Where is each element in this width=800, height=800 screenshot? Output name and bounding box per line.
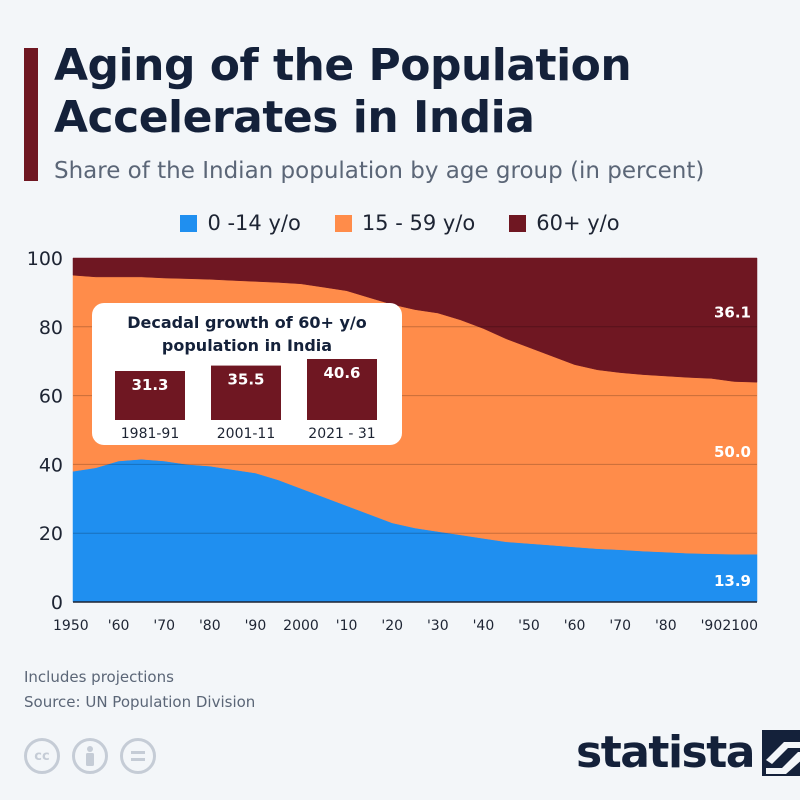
title-text: Aging of the Population Accelerates in I… bbox=[54, 40, 632, 143]
source-note: Source: UN Population Division bbox=[24, 693, 256, 711]
x-tick-label-5: 2000 bbox=[283, 618, 319, 634]
equals-icon bbox=[120, 738, 156, 774]
end-label-1: 50.0 bbox=[714, 443, 751, 461]
inset-bar-value-2: 40.6 bbox=[323, 364, 360, 382]
x-tick-label-13: '80 bbox=[655, 618, 677, 634]
x-tick-label-15: 2100 bbox=[722, 618, 758, 634]
inset-bar-1 bbox=[211, 365, 281, 420]
projection-note: Includes projections bbox=[24, 668, 174, 686]
legend-item-0-14: 0 -14 y/o bbox=[180, 208, 301, 238]
page-title: Aging of the Population Accelerates in I… bbox=[54, 40, 774, 144]
chart-legend: 0 -14 y/o 15 - 59 y/o 60+ y/o bbox=[0, 208, 800, 238]
x-tick-label-1: '60 bbox=[108, 618, 130, 634]
inset-bar-value-1: 35.5 bbox=[227, 371, 264, 389]
x-tick-label-8: '30 bbox=[427, 618, 449, 634]
inset-bar-label-2: 2021 - 31 bbox=[308, 426, 375, 442]
stacked-area-chart: 0 20 40 60 80 100 1950 '60 '70 '80 '90 2000 '10 '20 '3… bbox=[27, 248, 758, 634]
inset-title-line-1: Decadal growth of 60+ y/o bbox=[127, 313, 366, 332]
x-tick-label-7: '20 bbox=[381, 618, 403, 634]
legend-label-60-plus: 60+ y/o bbox=[536, 211, 620, 235]
brand-name: statista bbox=[576, 727, 755, 778]
person-icon bbox=[72, 738, 108, 774]
inset-title-line-2: population in India bbox=[162, 336, 332, 355]
y-tick-label-80: 80 bbox=[39, 317, 63, 339]
statista-mark-icon bbox=[761, 730, 800, 776]
x-tick-label-12: '70 bbox=[609, 618, 631, 634]
legend-label-0-14: 0 -14 y/o bbox=[207, 211, 301, 235]
legend-item-60-plus: 60+ y/o bbox=[509, 208, 620, 238]
page-subtitle: Share of the Indian population by age gr… bbox=[54, 158, 705, 184]
legend-label-15-59: 15 - 59 y/o bbox=[361, 211, 476, 235]
x-tick-label-6: '10 bbox=[336, 618, 358, 634]
end-label-2: 36.1 bbox=[714, 303, 751, 321]
legend-swatch-0-14 bbox=[180, 214, 198, 232]
cc-icon: cc bbox=[24, 738, 60, 774]
inset-bar-2 bbox=[307, 359, 377, 420]
x-tick-label-2: '70 bbox=[153, 618, 175, 634]
brand-logo: statista bbox=[576, 727, 800, 779]
y-tick-label-60: 60 bbox=[39, 386, 63, 408]
y-tick-label-0: 0 bbox=[51, 592, 63, 614]
y-tick-label-100: 100 bbox=[27, 248, 63, 270]
inset-bar-label-1: 2001-11 bbox=[217, 426, 276, 442]
inset-bar-label-0: 1981-91 bbox=[121, 426, 180, 442]
x-tick-label-11: '60 bbox=[564, 618, 586, 634]
y-tick-label-20: 20 bbox=[39, 523, 63, 545]
license-icons: cc bbox=[24, 738, 156, 774]
inset-bar-0 bbox=[115, 371, 185, 420]
x-tick-label-9: '40 bbox=[473, 618, 495, 634]
title-accent-bar bbox=[24, 48, 38, 181]
y-tick-label-40: 40 bbox=[39, 454, 63, 476]
end-label-0: 13.9 bbox=[714, 572, 751, 590]
legend-swatch-15-59 bbox=[334, 214, 352, 232]
x-tick-label-3: '80 bbox=[199, 618, 221, 634]
series-area-2 bbox=[72, 257, 758, 383]
x-tick-label-0: 1950 bbox=[53, 618, 89, 634]
x-tick-label-10: '50 bbox=[518, 618, 540, 634]
x-tick-label-4: '90 bbox=[245, 618, 267, 634]
inset-bar-value-0: 31.3 bbox=[131, 376, 168, 394]
x-tick-label-14: '90 bbox=[701, 618, 723, 634]
legend-item-15-59: 15 - 59 y/o bbox=[334, 208, 476, 238]
legend-swatch-60-plus bbox=[509, 214, 527, 232]
